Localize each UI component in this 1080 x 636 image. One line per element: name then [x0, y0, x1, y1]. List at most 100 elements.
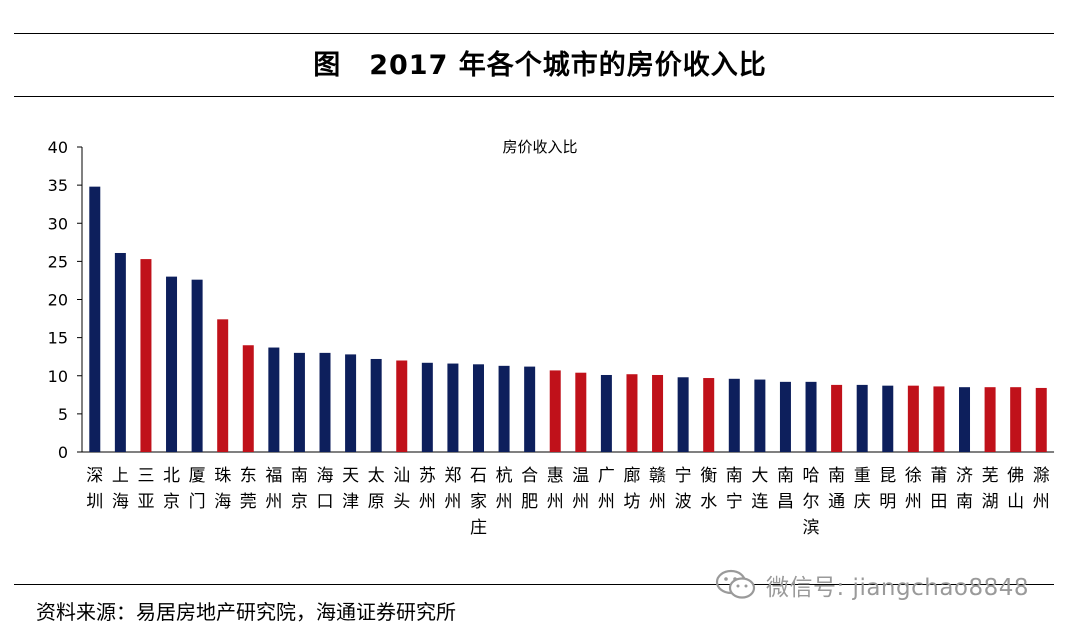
x-tick-char: 福	[265, 466, 282, 486]
x-tick-char: 合	[521, 466, 538, 486]
bar-29	[831, 384, 843, 452]
y-tick-label: 40	[48, 138, 68, 157]
bar-18	[549, 370, 561, 452]
x-tick-char: 南	[726, 466, 743, 486]
bar-36	[1010, 387, 1022, 452]
x-tick-char: 明	[879, 492, 896, 512]
bar-14	[447, 363, 459, 452]
title-rule	[14, 96, 1054, 97]
x-tick-label: 太原	[368, 466, 385, 512]
bar-7	[268, 347, 280, 452]
bar-5	[217, 319, 229, 452]
x-tick-char: 头	[393, 492, 410, 512]
x-tick-label: 哈尔滨	[803, 466, 820, 538]
bar-20	[600, 374, 612, 452]
x-tick-char: 赣	[649, 466, 666, 486]
x-tick-char: 昆	[879, 466, 896, 486]
x-tick-char: 宁	[675, 466, 692, 486]
bar-4	[191, 279, 203, 452]
x-tick-label: 厦门	[189, 466, 206, 512]
bar-2	[140, 259, 152, 452]
x-tick-char: 圳	[86, 492, 103, 512]
x-tick-char: 京	[163, 492, 180, 512]
x-tick-label: 衡水	[700, 466, 717, 512]
x-tick-label: 苏州	[419, 466, 436, 512]
bar-9	[319, 352, 331, 452]
x-tick-char: 东	[240, 466, 257, 486]
x-tick-char: 州	[572, 492, 589, 512]
x-tick-char: 水	[700, 492, 717, 512]
x-tick-char: 京	[291, 492, 308, 512]
x-tick-char: 州	[444, 492, 461, 512]
x-tick-char: 庆	[854, 492, 871, 512]
y-tick-label: 35	[48, 176, 68, 195]
x-tick-label: 徐州	[905, 466, 922, 512]
bar-25	[728, 378, 740, 452]
x-tick-char: 州	[496, 492, 513, 512]
x-tick-char: 温	[572, 466, 589, 486]
watermark-text: 微信号: jiangchao8848	[766, 575, 1030, 601]
x-tick-char: 廊	[623, 466, 640, 486]
x-tick-char: 连	[751, 492, 768, 512]
chart-title: 房价收入比	[502, 138, 577, 156]
x-tick-char: 郑	[444, 466, 461, 486]
x-tick-char: 南	[291, 466, 308, 486]
x-tick-char: 珠	[214, 466, 231, 486]
x-tick-char: 广	[598, 466, 615, 486]
figure-title: 图 2017 年各个城市的房价收入比	[0, 43, 1080, 82]
source-note: 资料来源：易居房地产研究院，海通证券研究所	[36, 600, 456, 624]
bottom-rule	[14, 584, 1054, 585]
x-tick-char: 徐	[905, 466, 922, 486]
y-tick-label: 10	[48, 367, 68, 386]
x-tick-label: 大连	[751, 466, 768, 512]
bar-23	[677, 377, 689, 452]
x-tick-char: 石	[470, 466, 487, 486]
y-tick-label: 15	[48, 329, 68, 348]
x-tick-label: 珠海	[214, 466, 231, 512]
x-tick-char: 衡	[700, 466, 717, 486]
x-tick-label: 汕头	[393, 466, 410, 512]
bar-28	[805, 381, 817, 452]
x-tick-char: 海	[112, 492, 129, 512]
x-tick-char: 汕	[393, 466, 410, 486]
x-tick-char: 肥	[521, 492, 538, 512]
x-tick-char: 哈	[803, 466, 820, 486]
x-tick-label: 杭州	[496, 466, 513, 512]
x-tick-char: 佛	[1007, 466, 1024, 486]
x-tick-char: 门	[189, 492, 206, 512]
x-tick-char: 州	[905, 492, 922, 512]
x-tick-char: 南	[777, 466, 794, 486]
x-tick-char: 家	[470, 492, 487, 512]
x-tick-char: 惠	[547, 466, 564, 486]
x-tick-label: 惠州	[547, 466, 564, 512]
x-tick-label: 滁州	[1033, 466, 1050, 512]
x-tick-label: 石家庄	[470, 466, 487, 538]
bar-8	[293, 352, 305, 452]
figure-title-text: 2017 年各个城市的房价收入比	[369, 50, 767, 81]
y-axis: 0 5 10 15 20 25 30 35 40	[48, 138, 83, 462]
x-tick-char: 南	[956, 492, 973, 512]
bar-10	[345, 354, 357, 452]
x-tick-char: 滁	[1033, 466, 1050, 486]
x-tick-char: 通	[828, 492, 845, 512]
bar-31	[882, 385, 894, 452]
bar-15	[472, 364, 484, 452]
x-tick-char: 田	[930, 492, 947, 512]
bar-6	[242, 345, 254, 452]
watermark: 微信号: jiangchao8848	[714, 568, 1029, 602]
x-tick-char: 大	[751, 466, 768, 486]
x-tick-char: 天	[342, 466, 359, 486]
x-tick-char: 湖	[982, 492, 999, 512]
bar-12	[396, 360, 408, 452]
x-labels: 深圳上海三亚北京厦门珠海东莞福州南京海口天津太原汕头苏州郑州石家庄杭州合肥惠州温…	[86, 466, 1049, 538]
x-tick-char: 海	[317, 466, 334, 486]
x-tick-label: 廊坊	[623, 466, 640, 512]
x-tick-char: 波	[675, 492, 692, 512]
x-tick-char: 苏	[419, 466, 436, 486]
bar-27	[779, 381, 791, 452]
bar-26	[754, 379, 766, 452]
bar-21	[626, 374, 638, 452]
x-tick-label: 北京	[163, 466, 180, 512]
bar-33	[933, 386, 945, 452]
x-tick-label: 昆明	[879, 466, 896, 512]
